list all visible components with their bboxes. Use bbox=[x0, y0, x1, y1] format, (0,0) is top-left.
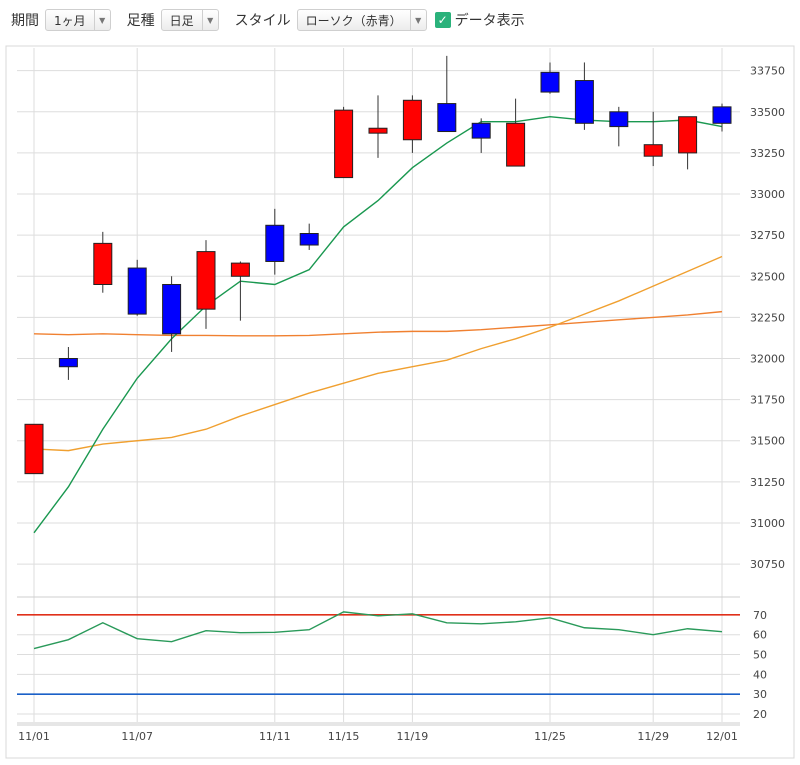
y-tick-label: 33250 bbox=[750, 147, 785, 160]
period-value: 1ヶ月 bbox=[54, 13, 86, 28]
check-icon: ✓ bbox=[437, 13, 448, 27]
y-tick-label: 33000 bbox=[750, 188, 785, 201]
period-label: 期間 bbox=[11, 13, 39, 29]
candle-type-value: 日足 bbox=[169, 13, 194, 28]
rsi-y-tick-label: 50 bbox=[753, 649, 767, 662]
chevron-down-icon: ▼ bbox=[409, 10, 426, 30]
candle-down bbox=[437, 103, 457, 133]
x-tick-label: 11/01 bbox=[18, 730, 50, 743]
price-chart: 30750 31000 31250 31500 31750 32000 32250 32500… bbox=[5, 45, 795, 759]
candle-down bbox=[299, 233, 319, 246]
candle-down bbox=[471, 122, 491, 139]
y-tick-label: 31250 bbox=[750, 476, 785, 489]
chevron-down-icon: ▼ bbox=[93, 10, 110, 30]
rsi-y-tick-label: 30 bbox=[753, 688, 767, 701]
rsi-line bbox=[33, 611, 723, 650]
rsi-y-tick-label: 70 bbox=[753, 609, 767, 622]
candle-up bbox=[196, 251, 216, 310]
rsi-y-tick-label: 20 bbox=[753, 708, 767, 721]
y-tick-label: 31500 bbox=[750, 435, 785, 448]
candle-down bbox=[58, 358, 78, 368]
style-value: ローソク（赤青） bbox=[305, 13, 402, 28]
period-select[interactable]: 1ヶ月 ▼ bbox=[45, 9, 111, 31]
candle-type-select[interactable]: 日足 ▼ bbox=[160, 9, 219, 31]
y-tick-label: 33500 bbox=[750, 106, 785, 119]
candle-down bbox=[609, 111, 629, 128]
candle-up bbox=[230, 262, 250, 277]
y-tick-label: 32250 bbox=[750, 311, 785, 324]
data-display-checkbox[interactable]: ✓ bbox=[434, 12, 451, 28]
data-display-label[interactable]: データ表示 bbox=[454, 13, 525, 29]
style-label: スタイル bbox=[234, 13, 291, 29]
y-tick-label: 31750 bbox=[750, 394, 785, 407]
ma-short-line bbox=[33, 116, 723, 534]
rsi-y-tick-label: 40 bbox=[753, 668, 767, 681]
candle-up bbox=[678, 116, 698, 154]
y-tick-label: 31000 bbox=[750, 517, 785, 530]
candle-up bbox=[506, 122, 526, 167]
x-tick-label: 12/01 bbox=[706, 730, 738, 743]
y-tick-label: 32500 bbox=[750, 270, 785, 283]
candle-down bbox=[574, 80, 594, 124]
candle-down bbox=[265, 224, 285, 262]
y-tick-label: 32000 bbox=[750, 353, 785, 366]
candle-up bbox=[334, 109, 354, 179]
candle-down bbox=[712, 106, 732, 124]
candle-up bbox=[402, 99, 422, 141]
x-tick-label: 11/29 bbox=[637, 730, 669, 743]
rsi-y-tick-label: 60 bbox=[753, 629, 767, 642]
x-tick-label: 11/07 bbox=[121, 730, 153, 743]
x-tick-label: 11/11 bbox=[259, 730, 291, 743]
x-tick-label: 11/15 bbox=[328, 730, 360, 743]
y-tick-label: 30750 bbox=[750, 558, 785, 571]
ma-mid-line bbox=[33, 255, 723, 452]
y-tick-label: 33750 bbox=[750, 65, 785, 78]
candle-up bbox=[24, 423, 44, 475]
candle-down bbox=[127, 267, 147, 315]
candle-up bbox=[368, 127, 388, 134]
chart-area: 30750 31000 31250 31500 31750 32000 32250 32500… bbox=[0, 40, 800, 761]
candle-type-label: 足種 bbox=[126, 13, 155, 29]
x-tick-label: 11/25 bbox=[534, 730, 566, 743]
ma-long-line bbox=[33, 310, 723, 337]
y-tick-label: 32750 bbox=[750, 229, 785, 242]
chevron-down-icon: ▼ bbox=[201, 10, 218, 30]
candle-down bbox=[540, 71, 560, 93]
candle-down bbox=[162, 283, 182, 335]
x-axis-band bbox=[17, 722, 740, 726]
toolbar: 期間 1ヶ月 ▼ 足種 日足 ▼ スタイル ローソク（赤青） ▼ ✓ データ表示 bbox=[0, 0, 800, 40]
candle-up bbox=[643, 144, 663, 157]
style-select[interactable]: ローソク（赤青） ▼ bbox=[296, 9, 427, 31]
candle-up bbox=[93, 242, 113, 285]
x-tick-label: 11/19 bbox=[397, 730, 429, 743]
